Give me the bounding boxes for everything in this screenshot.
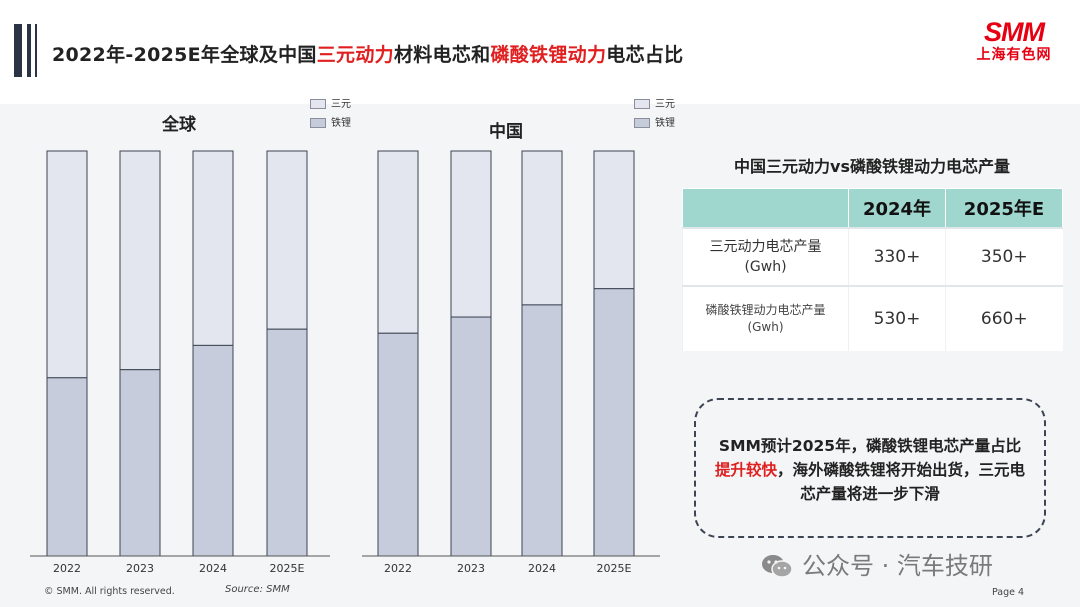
table-header-cell: 2025年E [945,188,1063,229]
table-header-cell: 2024年 [848,188,946,229]
table-cell: 350+ [945,227,1063,286]
x-tick-label: 2025E [270,562,305,575]
x-tick-label: 2025E [597,562,632,575]
bar-segment-ternary [192,150,234,346]
x-tick-label: 2022 [53,562,81,575]
logo-sub-text: 上海有色网 [976,47,1052,63]
bar-segment-lfp [377,332,419,557]
table-row: 三元动力电芯产量 (Gwh) 330+ 350+ [682,227,1063,286]
bar-segment-lfp [192,344,234,557]
callout-box: SMM预计2025年，磷酸铁锂电芯产量占比提升较快，海外磷酸铁锂将开始出货，三元… [694,398,1046,538]
bar-segment-lfp [521,304,563,557]
x-tick-label: 2024 [528,562,556,575]
bar-segment-lfp [593,288,635,557]
legend-swatch [310,118,326,128]
legend-item-lfp: 铁锂 [634,118,675,130]
table-title: 中国三元动力vs磷酸铁锂动力电芯产量 [734,157,1010,176]
page-number: Page 4 [992,587,1025,598]
legend-item-ternary: 三元 [634,99,675,111]
header-accent-bar [27,24,31,77]
bar-segment-ternary [377,150,419,334]
chart-title-global: 全球 [162,115,196,135]
table-row: 磷酸铁锂动力电芯产量 (Gwh) 530+ 660+ [682,285,1063,351]
table-cell: 330+ [848,227,946,286]
legend-swatch [310,99,326,109]
legend-item-ternary: 三元 [310,99,351,111]
legend-item-lfp: 铁锂 [310,118,351,130]
x-tick-label: 2023 [457,562,485,575]
table-header-cell [682,188,849,229]
legend-swatch [634,118,650,128]
bar-segment-ternary [46,150,88,379]
footer-source: Source: SMM [225,584,290,595]
bar-segment-ternary [119,150,161,371]
bar-segment-ternary [521,150,563,306]
table-cell: 530+ [848,285,946,351]
bar-segment-lfp [119,369,161,557]
wechat-icon [762,555,793,578]
callout-text: SMM预计2025年，磷酸铁锂电芯产量占比提升较快，海外磷酸铁锂将开始出货，三元… [714,437,1026,503]
table-header-row: 2024年 2025年E [682,188,1063,229]
bar-segment-lfp [266,328,308,557]
watermark: 公众号 · 汽车技研 [760,546,993,581]
footer-copyright: © SMM. All rights reserved. [44,586,175,597]
smm-logo: SMM 上海有色网 [968,18,1060,70]
page-title: 2022年-2025E年全球及中国三元动力材料电芯和磷酸铁锂动力电芯占比 [52,44,684,66]
x-tick-label: 2023 [126,562,154,575]
slide-header: 2022年-2025E年全球及中国三元动力材料电芯和磷酸铁锂动力电芯占比 SMM… [0,0,1080,104]
x-tick-label: 2024 [199,562,227,575]
chart-title-china: 中国 [489,122,523,142]
table-row-label: 三元动力电芯产量 (Gwh) [682,227,849,286]
bar-segment-lfp [46,377,88,557]
table-cell: 660+ [945,285,1063,351]
bar-segment-lfp [450,316,492,557]
x-tick-label: 2022 [384,562,412,575]
bar-segment-ternary [450,150,492,318]
bar-segment-ternary [266,150,308,330]
logo-main-text: SMM [984,17,1045,47]
production-table: 2024年 2025年E 三元动力电芯产量 (Gwh) 330+ 350+ 磷酸铁… [682,188,1063,351]
header-accent-bar [35,24,37,77]
legend-swatch [634,99,650,109]
table-row-label: 磷酸铁锂动力电芯产量 (Gwh) [682,285,849,351]
header-accent-bar [14,24,22,77]
bar-segment-ternary [593,150,635,290]
